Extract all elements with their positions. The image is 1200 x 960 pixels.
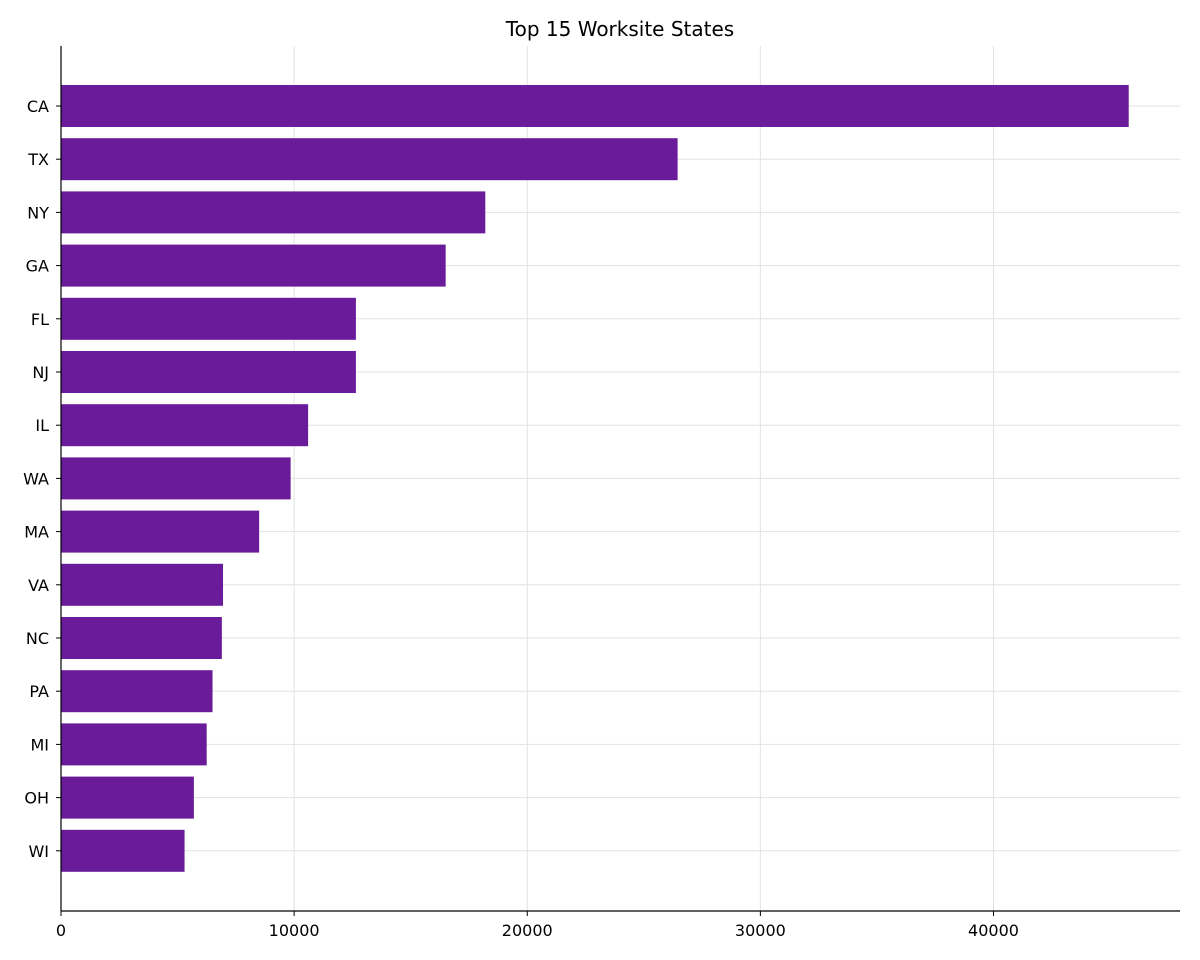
bar-ny: [61, 191, 486, 234]
bar-il: [61, 404, 309, 447]
y-tick-label: NY: [27, 203, 49, 222]
x-tick-label: 20000: [502, 921, 553, 940]
y-tick-label: WI: [28, 842, 49, 861]
bar-ca: [61, 85, 1129, 127]
bar-wi: [61, 829, 185, 872]
x-tick-label: 0: [56, 921, 66, 940]
bar-ma: [61, 510, 260, 553]
x-tick-label: 30000: [735, 921, 786, 940]
y-tick-label: GA: [26, 257, 49, 276]
bar-tx: [61, 138, 678, 181]
y-tick-label: FL: [31, 310, 49, 329]
y-tick-label: TX: [27, 150, 49, 169]
chart-title: Top 15 Worksite States: [505, 17, 734, 41]
bar-pa: [61, 670, 213, 713]
bar-nc: [61, 617, 222, 659]
y-tick-label: VA: [28, 576, 49, 595]
bar-mi: [61, 723, 207, 766]
bar-fl: [61, 297, 356, 340]
x-tick-label: 40000: [968, 921, 1019, 940]
y-tick-label: IL: [35, 416, 49, 435]
y-tick-label: OH: [24, 789, 49, 808]
bar-nj: [61, 351, 356, 393]
bar-oh: [61, 776, 194, 819]
x-tick-label: 10000: [269, 921, 320, 940]
y-tick-label: MA: [24, 523, 49, 542]
bar-va: [61, 563, 224, 606]
y-tick-label: MI: [30, 735, 49, 754]
axis-layer: 0 10000 20000 30000 40000 CA TX NY GA FL NJ IL WA MA V…: [23, 46, 1180, 940]
bar-layer: [61, 85, 1129, 872]
y-tick-label: WA: [23, 469, 49, 488]
y-tick-label: NJ: [32, 363, 49, 382]
y-tick-label: PA: [29, 682, 49, 701]
y-tick-label: CA: [27, 97, 49, 116]
bar-wa: [61, 457, 291, 500]
y-tick-label: NC: [26, 629, 49, 648]
bar-ga: [61, 244, 446, 287]
